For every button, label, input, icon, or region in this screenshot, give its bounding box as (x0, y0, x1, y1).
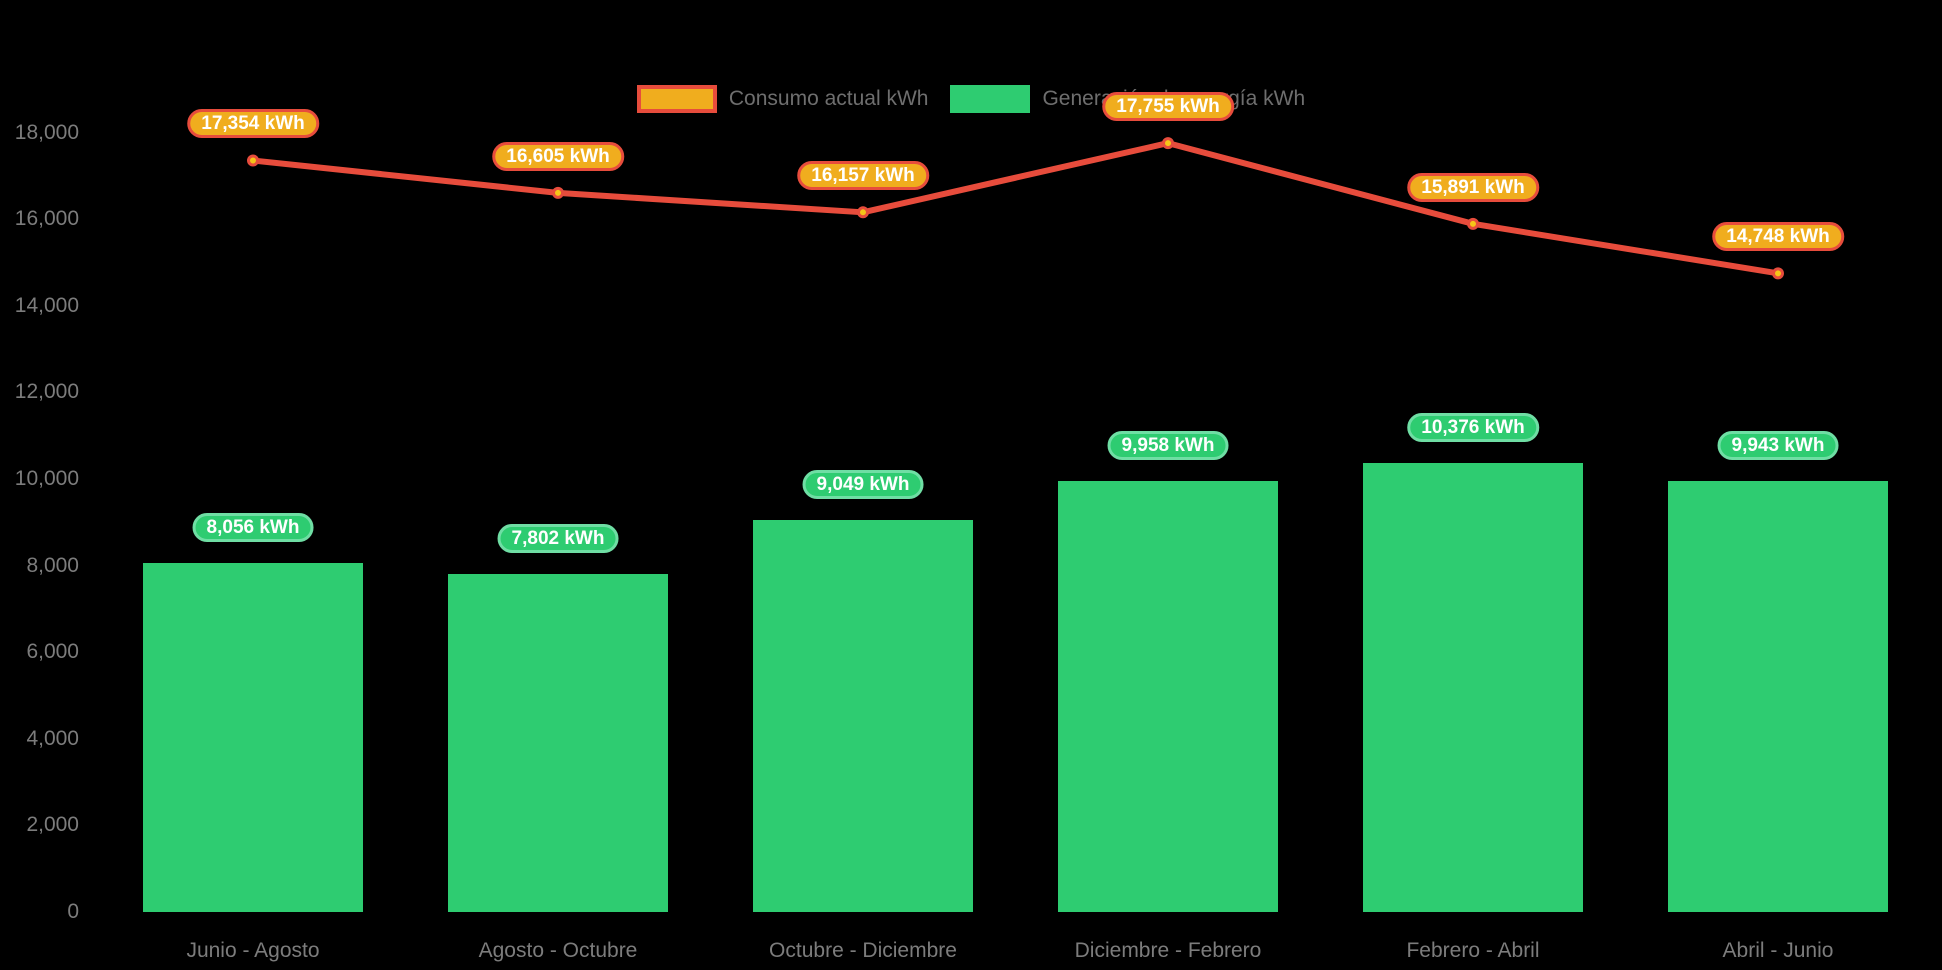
consumption-value-badge: 16,157 kWh (797, 161, 929, 191)
generation-bar[interactable] (1058, 480, 1278, 912)
x-axis-category-label: Abril - Junio (1722, 939, 1834, 962)
consumption-line-point[interactable] (552, 186, 564, 199)
generation-value-badge: 7,802 kWh (497, 524, 619, 554)
y-axis-tick-label: 8,000 (26, 553, 79, 577)
generation-bar[interactable] (448, 574, 668, 912)
y-axis-tick-label: 4,000 (26, 726, 79, 750)
y-axis-tick-label: 18,000 (14, 120, 79, 144)
x-axis-category-label: Febrero - Abril (1406, 939, 1540, 962)
generation-bar[interactable] (753, 520, 973, 912)
generation-value-badge: 9,958 kWh (1107, 430, 1229, 460)
y-axis-tick-label: 12,000 (14, 380, 79, 404)
consumption-line-point[interactable] (1467, 217, 1479, 230)
consumption-value-badge: 15,891 kWh (1407, 172, 1539, 202)
generation-value-badge: 8,056 kWh (192, 513, 314, 543)
generation-value-badge: 9,049 kWh (802, 470, 924, 500)
consumption-line-point[interactable] (1162, 137, 1174, 150)
legend-swatch-generacion (950, 84, 1031, 113)
x-axis-category-label: Octubre - Diciembre (769, 939, 957, 962)
x-axis-category-label: Junio - Agosto (186, 939, 320, 962)
consumption-line-point[interactable] (247, 154, 259, 167)
consumption-value-badge: 16,605 kWh (492, 141, 624, 171)
generation-value-badge: 9,943 kWh (1717, 431, 1839, 461)
legend-swatch-consumo (636, 84, 717, 113)
y-axis-tick-label: 10,000 (14, 466, 79, 490)
y-axis-tick-label: 6,000 (26, 640, 79, 664)
consumption-line-point[interactable] (1772, 267, 1784, 280)
consumption-line-point[interactable] (857, 206, 869, 219)
consumption-value-badge: 17,755 kWh (1102, 92, 1234, 122)
x-axis-category-label: Diciembre - Febrero (1074, 939, 1262, 962)
y-axis-tick-label: 16,000 (14, 207, 79, 231)
generation-bar[interactable] (143, 563, 363, 912)
legend-item-consumo[interactable]: Consumo actual kWh (636, 84, 929, 113)
consumption-line (250, 140, 1781, 277)
generation-bar[interactable] (1363, 462, 1583, 912)
consumption-value-badge: 17,354 kWh (187, 109, 319, 139)
legend-label-consumo: Consumo actual kWh (728, 87, 929, 110)
y-axis-tick-label: 2,000 (26, 813, 79, 837)
y-axis-tick-label: 14,000 (14, 293, 79, 317)
y-axis-tick-label: 0 (67, 900, 79, 923)
x-axis-category-label: Agosto - Octubre (478, 939, 638, 962)
consumption-value-badge: 14,748 kWh (1712, 222, 1844, 252)
generation-bar[interactable] (1668, 481, 1888, 912)
generation-value-badge: 10,376 kWh (1407, 412, 1539, 442)
